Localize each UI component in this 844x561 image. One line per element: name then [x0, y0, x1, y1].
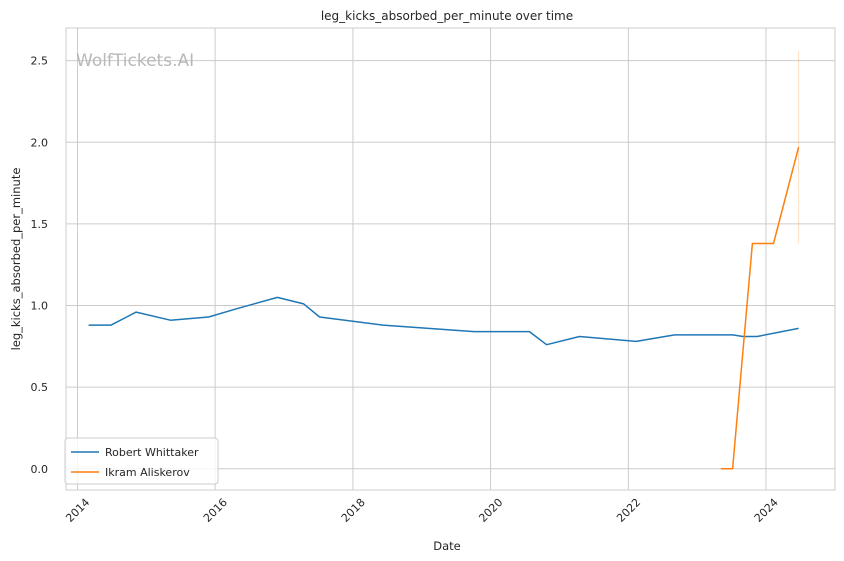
- x-tick-labels: 2014 2016 2018 2020 2022 2024: [63, 496, 780, 525]
- y-tick-label: 0.0: [31, 463, 49, 476]
- x-tick-label: 2018: [339, 496, 368, 525]
- y-tick-label: 0.5: [31, 381, 49, 394]
- x-tick-label: 2016: [201, 496, 230, 525]
- legend: Robert Whittaker Ikram Aliskerov: [64, 437, 219, 485]
- legend-label-ikram-aliskerov: Ikram Aliskerov: [105, 466, 190, 479]
- plot-area: [65, 27, 836, 491]
- x-tick-label: 2024: [752, 496, 781, 525]
- watermark: WolfTickets.AI: [76, 51, 194, 71]
- y-axis-label: leg_kicks_absorbed_per_minute: [9, 168, 23, 351]
- x-axis-label: Date: [433, 539, 461, 553]
- x-tick-label: 2022: [614, 496, 643, 525]
- legend-box: [64, 437, 219, 485]
- y-tick-label: 1.5: [31, 218, 49, 231]
- legend-label-robert-whittaker: Robert Whittaker: [105, 446, 199, 459]
- chart-title: leg_kicks_absorbed_per_minute over time: [321, 9, 573, 23]
- x-tick-label: 2020: [476, 496, 505, 525]
- series-line-ikram-aliskerov: [720, 147, 800, 470]
- series-line-robert-whittaker: [88, 296, 799, 346]
- y-tick-label: 2.0: [31, 136, 49, 149]
- series-layer: [88, 50, 800, 470]
- y-tick-labels: 0.0 0.5 1.0 1.5 2.0 2.5: [31, 55, 49, 476]
- y-tick-label: 1.0: [31, 300, 49, 313]
- y-tick-label: 2.5: [31, 55, 49, 68]
- x-tick-label: 2014: [63, 496, 92, 525]
